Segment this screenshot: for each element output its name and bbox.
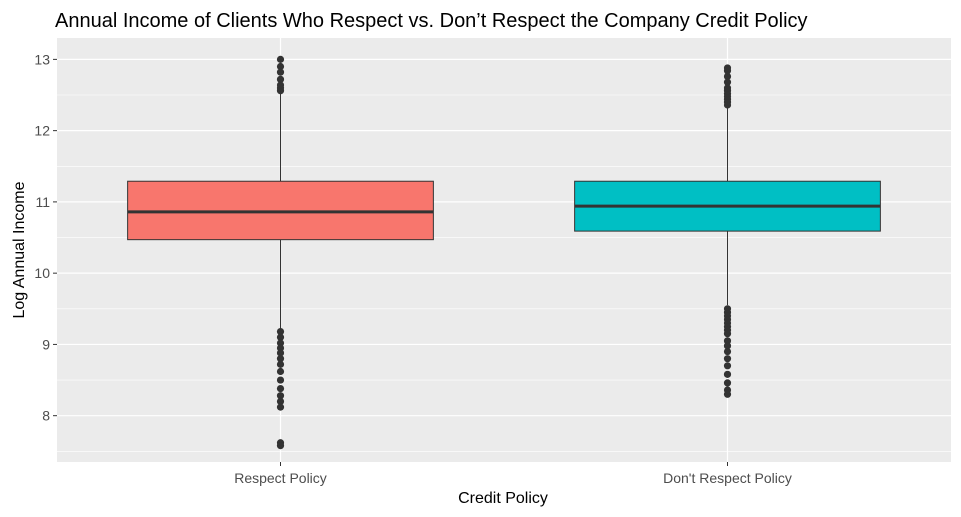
outlier-point [276, 376, 285, 384]
y-tick-label: 8 [42, 408, 50, 424]
outlier-point [723, 342, 732, 350]
y-tick-label: 9 [42, 336, 50, 352]
outlier-point [276, 55, 285, 63]
outlier-point [276, 333, 285, 341]
outlier-point [723, 370, 732, 378]
outlier-point [276, 75, 285, 83]
x-axis-ticks: Respect Policy Don't Respect Policy [234, 462, 792, 486]
y-tick-label: 10 [34, 265, 50, 281]
y-tick-label: 13 [34, 51, 50, 67]
outlier-point [276, 327, 285, 336]
outlier-point [723, 362, 732, 370]
boxes-group [127, 55, 881, 450]
outlier-point [276, 349, 285, 357]
box-respect-policy [127, 55, 434, 450]
outlier-point [723, 84, 732, 92]
outlier-point [723, 337, 732, 345]
outlier-point [723, 347, 732, 356]
outlier-point [276, 62, 285, 71]
outlier-point [276, 397, 285, 406]
box-dont-respect-policy [574, 64, 881, 398]
y-tick-label: 12 [34, 123, 50, 139]
outlier-point [723, 390, 732, 398]
outlier-point [276, 385, 285, 393]
outlier-point [723, 64, 732, 72]
outlier-point [723, 78, 732, 86]
outlier-point [276, 403, 285, 411]
plot-panel [57, 38, 951, 462]
outlier-point [276, 68, 285, 76]
outlier-point [276, 442, 285, 450]
chart-title: Annual Income of Clients Who Respect vs.… [55, 10, 808, 32]
outlier-point [723, 72, 732, 81]
x-tick-label: Don't Respect Policy [663, 470, 792, 486]
y-axis-title: Log Annual Income [11, 181, 28, 318]
x-tick-label: Respect Policy [234, 470, 327, 486]
y-axis-ticks: 8 9 10 11 12 13 [34, 51, 57, 424]
outlier-point [276, 355, 285, 363]
outlier-point [276, 344, 285, 352]
outlier-point [723, 355, 732, 363]
outlier-point [723, 379, 732, 387]
outlier-point [276, 392, 285, 400]
x-axis-title: Credit Policy [458, 490, 548, 507]
outlier-point [723, 330, 732, 338]
outlier-point [276, 81, 285, 89]
outlier-point [276, 339, 285, 347]
outlier-point [276, 367, 285, 376]
outlier-point [276, 360, 285, 368]
y-tick-label: 11 [35, 194, 50, 210]
